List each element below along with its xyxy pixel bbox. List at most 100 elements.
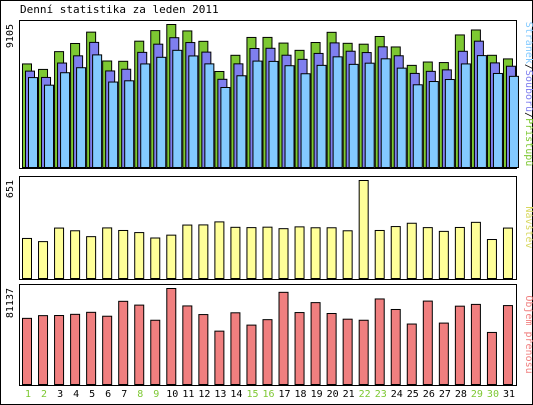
bar-middle-n-v-t-v-27 xyxy=(438,230,449,279)
x-tick-label-29: 29 xyxy=(471,389,483,400)
bar-middle-n-v-t-v-4 xyxy=(70,230,81,279)
bar-middle-n-v-t-v-14 xyxy=(230,226,241,279)
bar-middle-n-v-t-v-31 xyxy=(502,227,513,279)
x-tick-label-16: 16 xyxy=(262,389,274,400)
x-tick-label-14: 14 xyxy=(230,389,242,400)
bar-top-str-nek-27 xyxy=(444,79,455,168)
bar-middle-n-v-t-v-8 xyxy=(134,232,145,280)
x-tick-label-6: 6 xyxy=(105,389,111,400)
x-tick-label-18: 18 xyxy=(295,389,307,400)
bar-middle-n-v-t-v-5 xyxy=(86,236,97,280)
x-tick-label-23: 23 xyxy=(375,389,387,400)
x-tick-label-13: 13 xyxy=(214,389,226,400)
bar-top-str-nek-7 xyxy=(124,80,135,168)
x-tick-label-25: 25 xyxy=(407,389,419,400)
bar-middle-n-v-t-v-24 xyxy=(390,226,401,279)
bar-middle-n-v-t-v-16 xyxy=(262,226,273,280)
bar-middle-n-v-t-v-22 xyxy=(358,180,369,279)
legend-item-middle-0: Návštěv xyxy=(523,206,533,248)
bar-bottom-objem-p-enosu-8 xyxy=(134,304,145,386)
x-tick-label-5: 5 xyxy=(89,389,95,400)
bar-bottom-objem-p-enosu-16 xyxy=(262,319,273,386)
legend-item-top-2: Přístupů xyxy=(523,118,533,166)
x-tick-label-28: 28 xyxy=(455,389,467,400)
bar-bottom-objem-p-enosu-1 xyxy=(22,317,32,385)
bar-bottom-objem-p-enosu-2 xyxy=(38,315,49,386)
bar-top-str-nek-19 xyxy=(316,64,327,168)
y-max-label-top: 9105 xyxy=(5,24,16,48)
bar-bottom-objem-p-enosu-11 xyxy=(182,305,193,385)
legend-top: Stránek/Souborů/Přístupů xyxy=(523,22,533,167)
legend-separator: / xyxy=(523,112,533,118)
legend-item-bottom-0: Objem přenosu xyxy=(523,295,533,373)
bar-middle-n-v-t-v-10 xyxy=(166,234,177,279)
bar-top-str-nek-20 xyxy=(332,56,343,169)
y-max-label-middle: 651 xyxy=(5,180,16,198)
bar-bottom-objem-p-enosu-25 xyxy=(406,323,417,386)
bar-bottom-objem-p-enosu-30 xyxy=(486,331,497,386)
bar-top-str-nek-2 xyxy=(44,84,55,168)
x-tick-label-10: 10 xyxy=(166,389,178,400)
bar-top-str-nek-5 xyxy=(92,54,103,169)
bar-bottom-objem-p-enosu-7 xyxy=(118,300,129,386)
bar-middle-n-v-t-v-6 xyxy=(102,227,113,280)
x-tick-label-31: 31 xyxy=(503,389,515,400)
bar-bottom-objem-p-enosu-29 xyxy=(470,303,481,385)
bar-middle-n-v-t-v-25 xyxy=(406,222,417,279)
bar-top-str-nek-10 xyxy=(172,49,183,168)
bar-top-str-nek-18 xyxy=(300,73,311,168)
bar-bottom-objem-p-enosu-20 xyxy=(326,313,337,386)
bar-top-str-nek-17 xyxy=(284,65,295,168)
bar-top-str-nek-9 xyxy=(156,56,167,169)
bar-middle-n-v-t-v-20 xyxy=(326,227,337,279)
bar-top-str-nek-1 xyxy=(28,77,38,168)
bar-top-str-nek-23 xyxy=(380,58,391,169)
x-tick-label-17: 17 xyxy=(279,389,291,400)
x-tick-label-11: 11 xyxy=(182,389,194,400)
bar-bottom-objem-p-enosu-12 xyxy=(198,314,209,385)
bar-middle-n-v-t-v-3 xyxy=(54,227,65,279)
bar-middle-n-v-t-v-13 xyxy=(214,221,225,279)
bar-top-str-nek-22 xyxy=(364,62,375,169)
bar-middle-n-v-t-v-7 xyxy=(118,229,129,280)
x-tick-label-27: 27 xyxy=(439,389,451,400)
x-tick-label-7: 7 xyxy=(121,389,127,400)
bar-middle-n-v-t-v-1 xyxy=(22,237,32,279)
bar-bottom-objem-p-enosu-26 xyxy=(422,300,433,386)
legend-middle: Návštěv xyxy=(523,206,533,248)
bar-top-str-nek-28 xyxy=(460,63,471,168)
bar-bottom-objem-p-enosu-17 xyxy=(278,291,289,385)
bar-middle-n-v-t-v-2 xyxy=(38,241,49,280)
bar-top-str-nek-12 xyxy=(204,63,215,169)
bar-bottom-objem-p-enosu-3 xyxy=(54,315,65,386)
bar-top-str-nek-4 xyxy=(76,67,87,168)
bar-top-str-nek-11 xyxy=(188,55,199,168)
bar-bottom-objem-p-enosu-31 xyxy=(502,305,513,386)
bar-bottom-objem-p-enosu-10 xyxy=(166,288,177,385)
bar-bottom-objem-p-enosu-19 xyxy=(310,302,321,385)
bar-middle-n-v-t-v-28 xyxy=(454,226,465,279)
x-tick-label-22: 22 xyxy=(359,389,371,400)
bar-top-str-nek-24 xyxy=(396,67,407,168)
bar-bottom-objem-p-enosu-9 xyxy=(150,319,161,385)
bar-top-str-nek-15 xyxy=(252,60,263,168)
bar-middle-n-v-t-v-23 xyxy=(374,229,385,280)
bar-middle-n-v-t-v-29 xyxy=(470,221,481,279)
bar-bottom-objem-p-enosu-21 xyxy=(342,318,353,385)
bar-bottom-objem-p-enosu-6 xyxy=(102,315,113,385)
y-max-label-bottom: 81137 xyxy=(5,288,16,318)
chart-title: Denní statistika za leden 2011 xyxy=(20,3,219,16)
bar-middle-n-v-t-v-17 xyxy=(278,228,289,279)
bar-bottom-objem-p-enosu-18 xyxy=(294,312,305,385)
bar-bottom-objem-p-enosu-28 xyxy=(454,305,465,385)
bar-middle-n-v-t-v-30 xyxy=(486,239,497,280)
bar-bottom-objem-p-enosu-27 xyxy=(438,322,449,385)
x-tick-label-8: 8 xyxy=(137,389,143,400)
bar-bottom-objem-p-enosu-5 xyxy=(86,311,97,385)
bar-top-str-nek-16 xyxy=(268,60,279,168)
legend-separator: / xyxy=(523,64,533,70)
x-tick-label-19: 19 xyxy=(311,389,323,400)
legend-item-top-1: Souborů xyxy=(523,70,533,112)
x-tick-label-30: 30 xyxy=(487,389,499,400)
